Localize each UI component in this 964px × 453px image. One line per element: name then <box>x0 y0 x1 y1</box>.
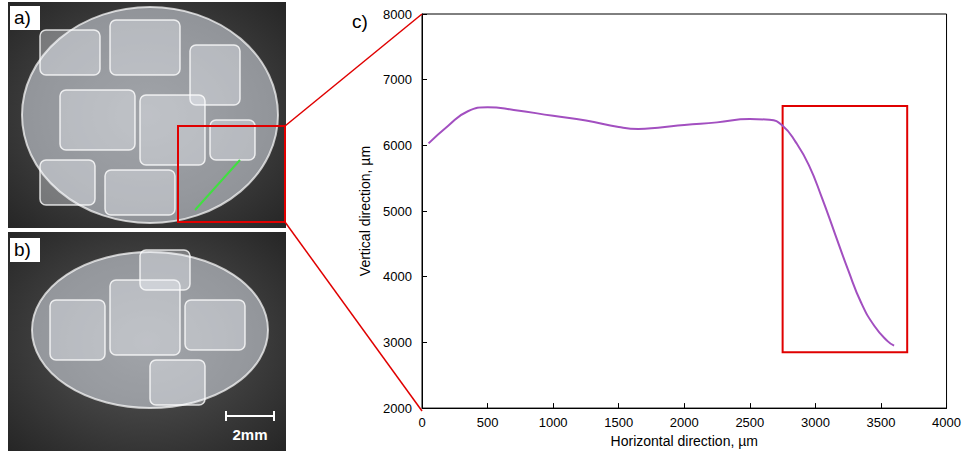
svg-text:2mm: 2mm <box>232 426 267 443</box>
svg-text:3500: 3500 <box>867 415 896 430</box>
svg-text:5000: 5000 <box>383 204 412 219</box>
svg-text:Vertical direction, µm: Vertical direction, µm <box>357 146 373 276</box>
svg-text:2500: 2500 <box>735 415 764 430</box>
svg-text:4000: 4000 <box>383 269 412 284</box>
svg-text:7000: 7000 <box>383 72 412 87</box>
svg-text:1000: 1000 <box>539 415 568 430</box>
svg-text:Horizontal direction, µm: Horizontal direction, µm <box>611 433 758 449</box>
svg-text:a): a) <box>14 7 31 28</box>
svg-text:1500: 1500 <box>604 415 633 430</box>
svg-text:0: 0 <box>418 415 425 430</box>
svg-text:3000: 3000 <box>801 415 830 430</box>
svg-text:8000: 8000 <box>383 7 412 22</box>
svg-text:3000: 3000 <box>383 335 412 350</box>
svg-text:6000: 6000 <box>383 138 412 153</box>
svg-text:2000: 2000 <box>670 415 699 430</box>
svg-text:4000: 4000 <box>932 415 961 430</box>
svg-text:2000: 2000 <box>383 401 412 416</box>
svg-text:c): c) <box>352 11 368 32</box>
svg-text:500: 500 <box>477 415 499 430</box>
svg-text:b): b) <box>14 239 31 260</box>
